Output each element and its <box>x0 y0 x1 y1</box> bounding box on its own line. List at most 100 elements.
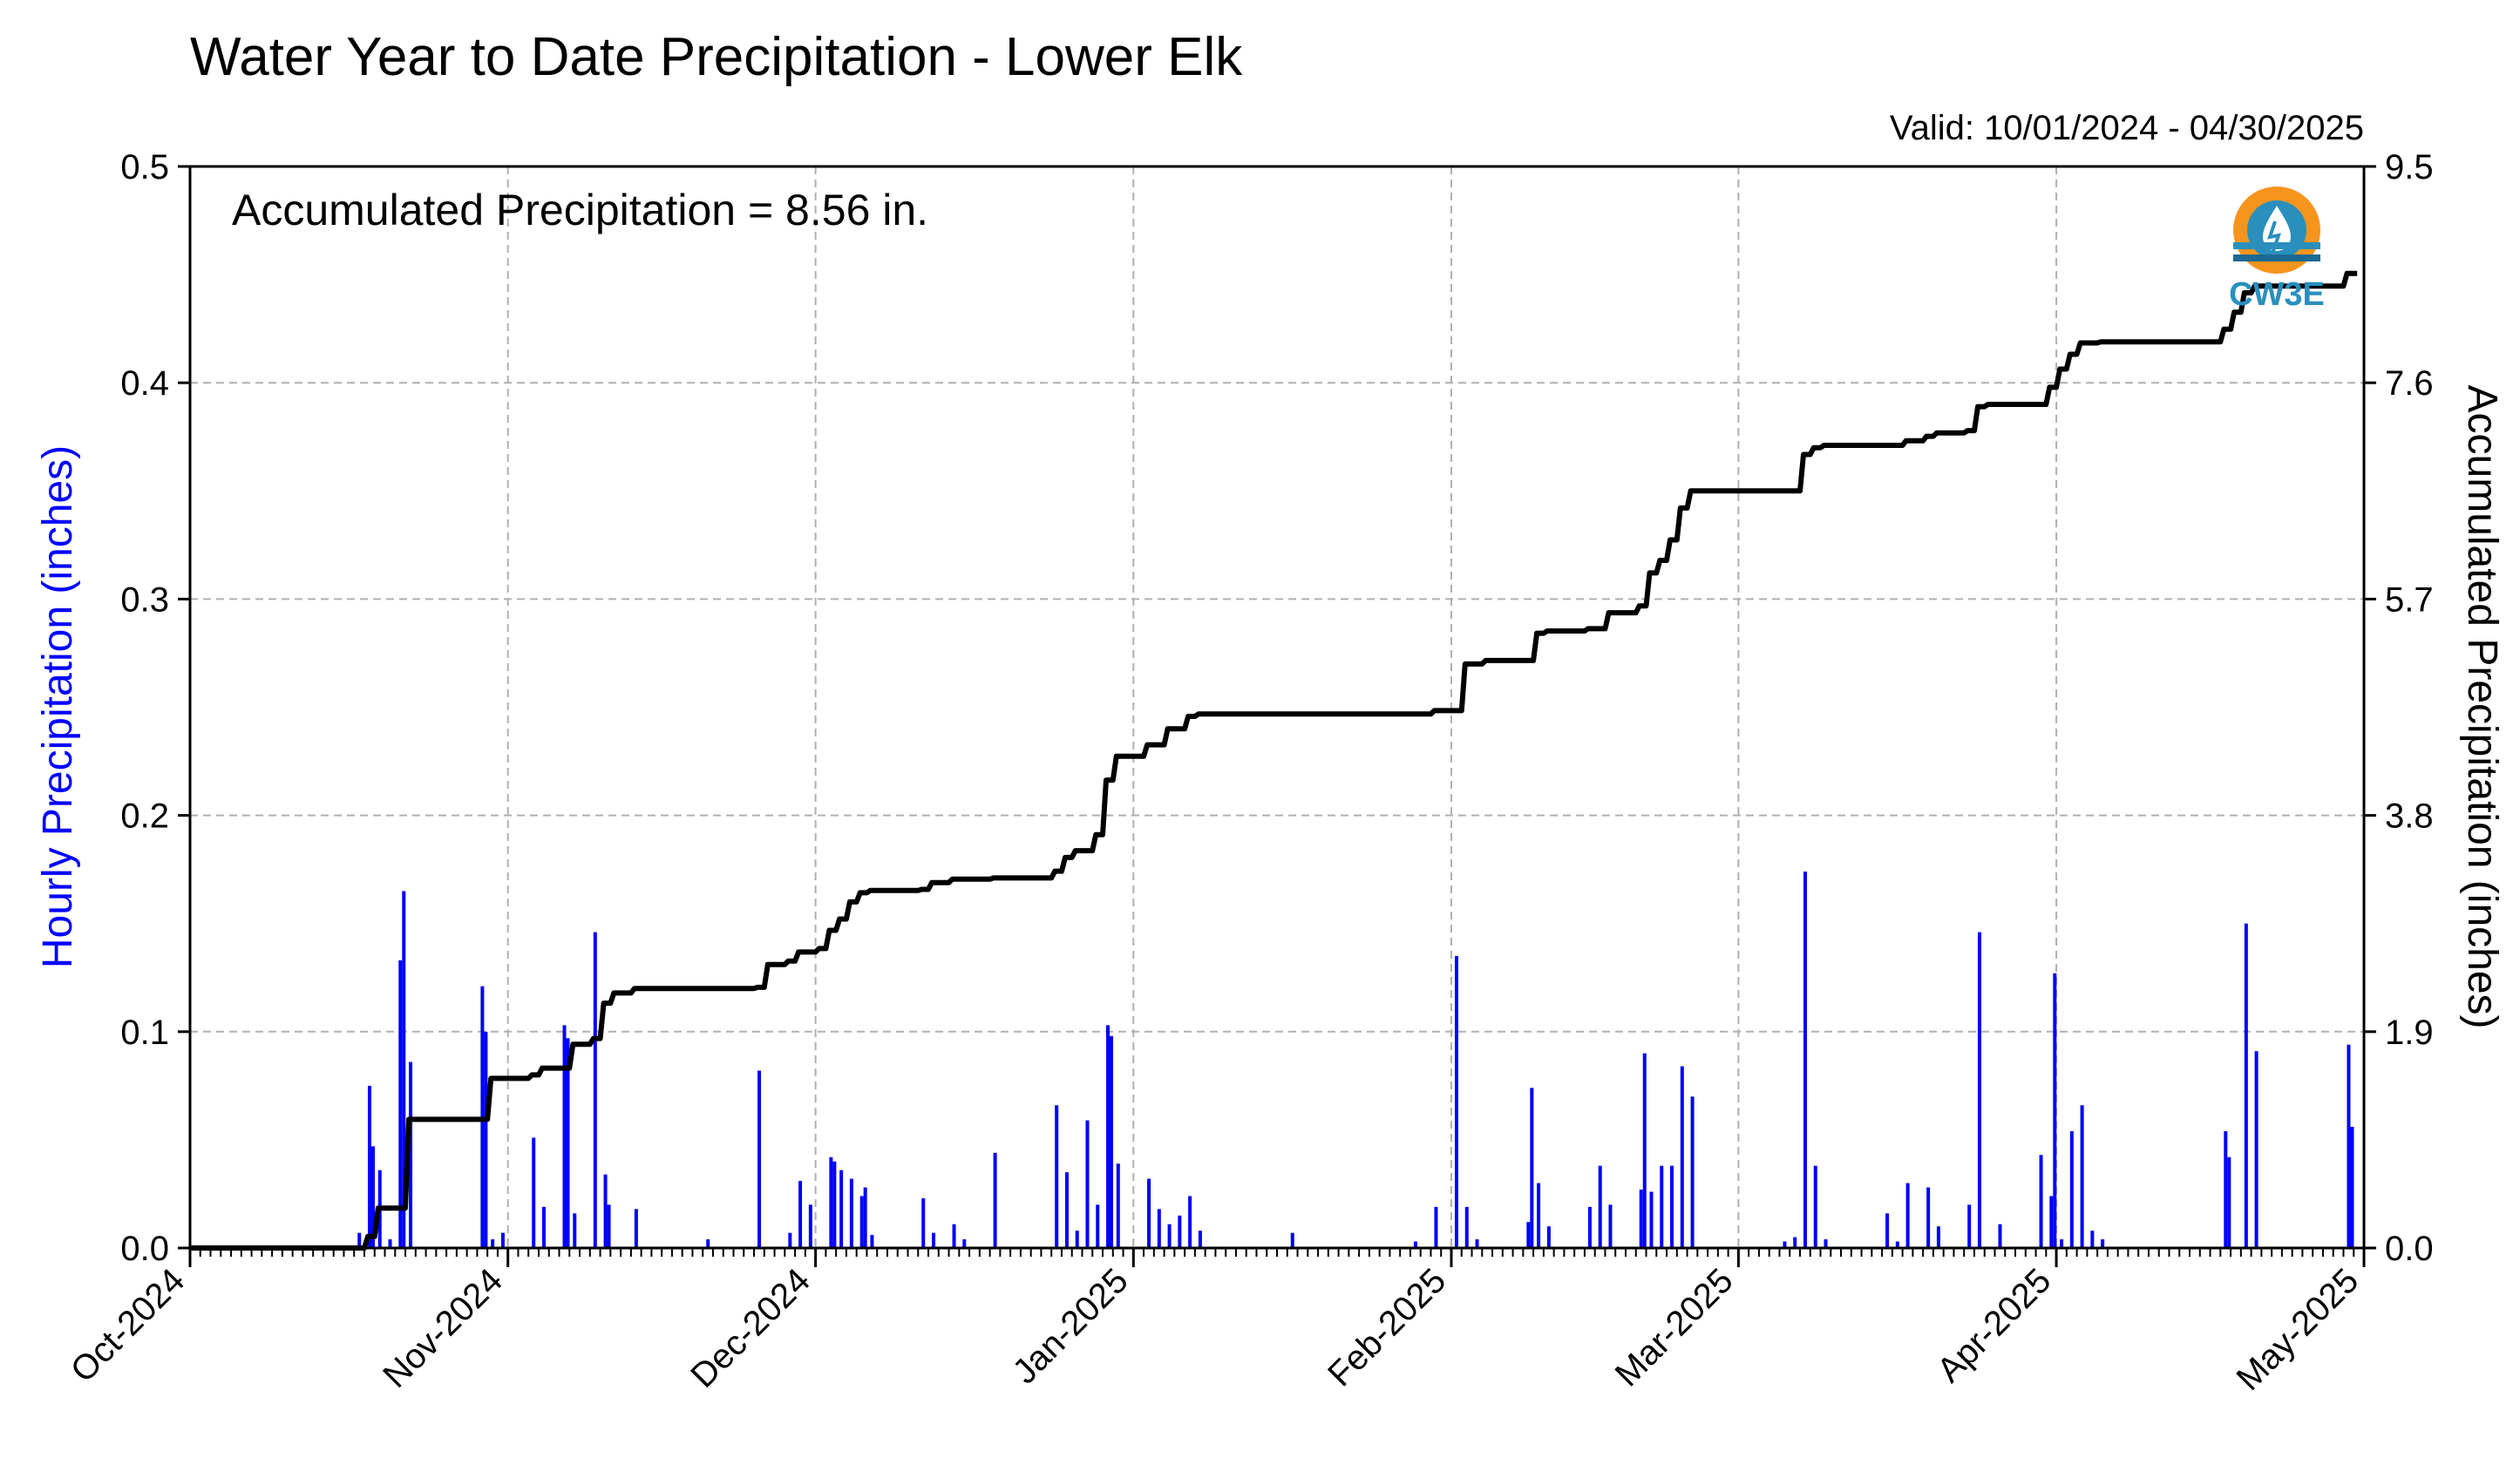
hourly-bar <box>932 1232 936 1248</box>
hourly-bar <box>541 1206 546 1248</box>
hourly-bar <box>1157 1209 1161 1248</box>
valid-date-range: Valid: 10/01/2024 - 04/30/2025 <box>1890 109 2364 147</box>
hourly-bar <box>1290 1232 1294 1248</box>
left-y-axis: 0.0 0.1 0.2 0.3 0.4 0.5 <box>120 148 190 1268</box>
hourly-bar <box>1936 1226 1940 1248</box>
left-y-tick-label: 0.5 <box>120 148 169 187</box>
hourly-bar <box>1178 1215 1182 1248</box>
hourly-bar <box>1055 1105 1059 1248</box>
hourly-bar <box>1977 932 1981 1248</box>
hourly-bar <box>1813 1165 1817 1248</box>
hourly-bar <box>1530 1088 1534 1248</box>
hourly-bar <box>388 1239 392 1248</box>
hourly-bar <box>839 1170 844 1248</box>
left-y-tick-label: 0.4 <box>120 364 169 403</box>
hourly-bar <box>1885 1213 1890 1248</box>
x-tick-label: Mar-2025 <box>1608 1261 1741 1394</box>
hourly-bar <box>1064 1172 1069 1248</box>
hourly-bar <box>1670 1165 1674 1248</box>
cw3e-logo: CW3E <box>2229 187 2325 313</box>
accumulated-total-annotation: Accumulated Precipitation = 8.56 in. <box>232 186 928 234</box>
hourly-bar <box>2069 1130 2074 1248</box>
hourly-bar <box>1608 1204 1613 1248</box>
hourly-bar <box>2350 1127 2354 1248</box>
hourly-bar <box>634 1209 638 1248</box>
hourly-bar <box>1546 1226 1551 1248</box>
hourly-bar <box>1454 955 1458 1248</box>
hourly-bar <box>593 932 597 1248</box>
hourly-bar <box>2254 1051 2258 1248</box>
hourly-bar <box>1434 1206 1438 1248</box>
plot-frame <box>188 165 2366 1250</box>
hourly-bar <box>829 1156 833 1248</box>
hourly-bar <box>1895 1241 1899 1248</box>
hourly-bar <box>1587 1206 1592 1248</box>
hourly-bar <box>1783 1241 1787 1248</box>
hourly-bar <box>402 891 406 1248</box>
hourly-bar <box>849 1178 853 1248</box>
hourly-bar <box>788 1232 792 1248</box>
hourly-bar <box>1905 1183 1910 1248</box>
x-tick-label: Nov-2024 <box>376 1261 510 1395</box>
hourly-bar <box>1147 1178 1151 1248</box>
hourly-bar <box>921 1197 926 1248</box>
hourly-bar <box>566 1038 570 1248</box>
hourly-bar <box>863 1187 867 1248</box>
hourly-bar <box>573 1213 577 1248</box>
hourly-bar <box>2101 1239 2105 1248</box>
hourly-bar <box>1642 1053 1647 1248</box>
chart-title: Water Year to Date Precipitation - Lower… <box>190 27 1243 87</box>
hourly-bar <box>1085 1120 1090 1248</box>
hourly-bar <box>1639 1189 1643 1248</box>
right-y-axis: 0.0 1.9 3.8 5.7 7.6 9.5 <box>2364 148 2434 1268</box>
hourly-bar <box>500 1232 505 1248</box>
hourly-bar <box>1926 1187 1931 1248</box>
hourly-bar <box>2053 973 2057 1248</box>
hourly-bar <box>367 1085 371 1248</box>
x-tick-label: May-2025 <box>2229 1261 2366 1398</box>
hourly-bar <box>1660 1165 1664 1248</box>
x-tick-label: Jan-2025 <box>1006 1261 1136 1391</box>
hourly-bar <box>2039 1155 2043 1248</box>
hourly-bar <box>2224 1130 2228 1248</box>
hourly-bar <box>2347 1044 2351 1248</box>
right-y-tick-label: 9.5 <box>2385 148 2434 187</box>
hourly-bar <box>993 1152 997 1248</box>
right-y-tick-label: 1.9 <box>2385 1014 2434 1052</box>
accumulated-precipitation-line <box>190 270 2358 1251</box>
hourly-bar <box>870 1235 874 1248</box>
left-y-axis-label: Hourly Precipitation (inches) <box>35 445 81 968</box>
gridlines <box>190 166 2364 1248</box>
hourly-bar <box>1649 1191 1654 1248</box>
left-y-tick-label: 0.2 <box>120 797 169 836</box>
hourly-bar <box>2244 923 2248 1248</box>
left-y-tick-label: 0.3 <box>120 580 169 619</box>
x-tick-label: Feb-2025 <box>1321 1261 1453 1394</box>
x-axis: Oct-2024 Nov-2024 Dec-2024 Jan-2025 Feb-2025… <box>64 1248 2366 1398</box>
hourly-bar <box>562 1025 567 1248</box>
hourly-bar <box>757 1070 762 1248</box>
hourly-bar <box>1188 1196 1192 1248</box>
hourly-bar <box>952 1224 956 1248</box>
hourly-precipitation-bars <box>357 872 2354 1248</box>
hourly-bar <box>706 1239 710 1248</box>
hourly-bar <box>398 960 403 1248</box>
hourly-bar <box>2090 1231 2095 1248</box>
hourly-bar <box>607 1204 611 1248</box>
hourly-bar <box>1167 1224 1172 1248</box>
hourly-bar <box>1680 1066 1684 1248</box>
hourly-bar <box>859 1196 864 1248</box>
right-y-tick-label: 3.8 <box>2385 797 2434 836</box>
hourly-bar <box>1475 1239 1479 1248</box>
hourly-bar <box>1967 1204 1972 1248</box>
hourly-bar <box>1537 1183 1541 1248</box>
hourly-bar <box>409 1061 413 1248</box>
hourly-bar <box>603 1174 608 1248</box>
hourly-bar <box>1803 872 1807 1248</box>
hourly-bar <box>1116 1163 1120 1248</box>
hourly-bar <box>1690 1096 1695 1248</box>
hourly-bar <box>1464 1206 1469 1248</box>
left-y-tick-label: 0.1 <box>120 1014 169 1052</box>
x-tick-label: Apr-2025 <box>1930 1261 2058 1389</box>
hourly-bar <box>808 1204 812 1248</box>
